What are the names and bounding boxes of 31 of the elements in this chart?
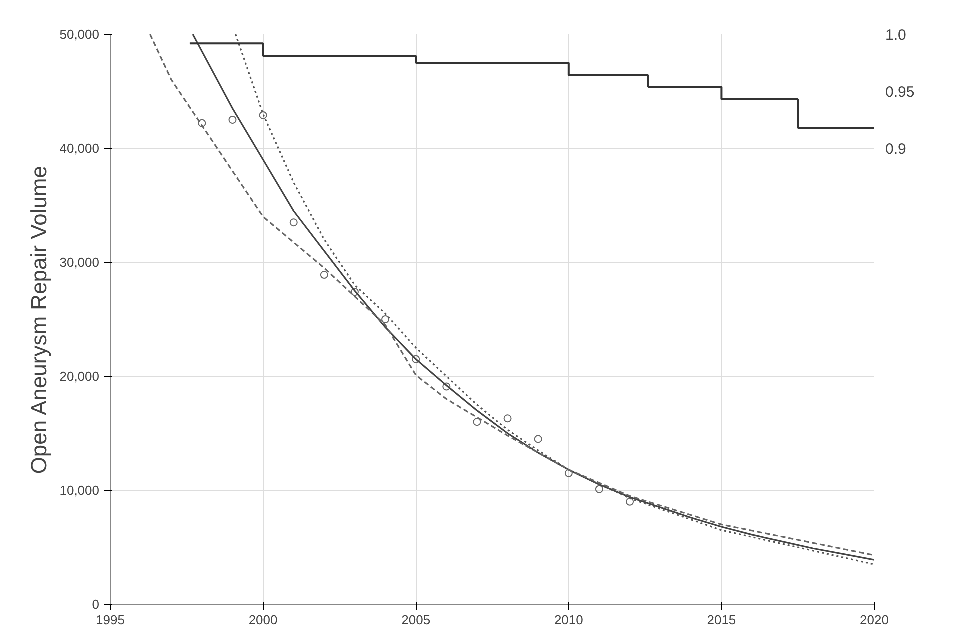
y-tick-label: 20,000 xyxy=(60,369,100,384)
point xyxy=(290,218,298,227)
point xyxy=(595,485,604,494)
point xyxy=(228,116,237,124)
point xyxy=(442,382,451,391)
y-tick-label: 30,000 xyxy=(60,255,100,270)
x-tick-label: 2005 xyxy=(402,612,431,628)
point xyxy=(412,355,420,364)
point xyxy=(259,111,268,120)
x-tick-label: 2015 xyxy=(707,612,736,628)
point xyxy=(564,469,573,478)
y2-tick-label: 0.9 xyxy=(886,141,906,158)
y-tick-label: 10,000 xyxy=(60,483,100,498)
point xyxy=(534,435,542,444)
y2-tick-label: 1.0 xyxy=(886,27,906,44)
point xyxy=(350,288,359,296)
x-tick-label: 1995 xyxy=(96,612,125,628)
point xyxy=(382,316,390,324)
y-tick-label: 50,000 xyxy=(60,27,100,42)
x-tick-label: 2020 xyxy=(860,612,889,628)
point xyxy=(504,414,512,423)
y-axis-title: Open Aneurysm Repair Volume xyxy=(26,166,52,474)
point xyxy=(198,119,206,128)
y-tick-label: 40,000 xyxy=(60,141,100,156)
x-tick-label: 2010 xyxy=(554,612,584,628)
point xyxy=(320,271,328,280)
x-tick-label: 2000 xyxy=(248,612,278,628)
point xyxy=(626,498,634,506)
point xyxy=(473,418,482,426)
y2-tick-label: 0.95 xyxy=(886,84,915,101)
y-tick-label: 0 xyxy=(92,597,100,612)
